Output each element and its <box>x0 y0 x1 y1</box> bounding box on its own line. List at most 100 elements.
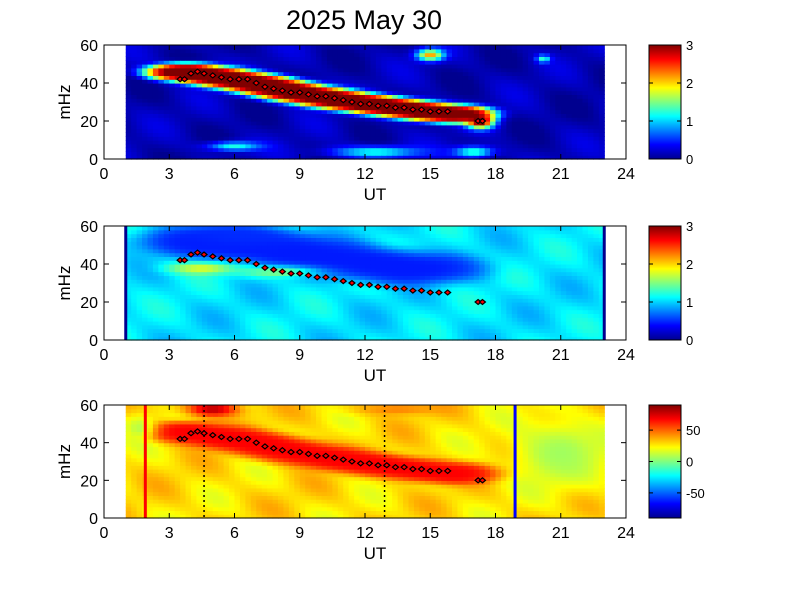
heatmap-cell <box>196 229 203 235</box>
heatmap-cell <box>484 264 491 269</box>
heatmap-cell <box>136 121 143 126</box>
heatmap-cell <box>196 90 203 95</box>
heatmap-cell <box>250 86 257 92</box>
heatmap-cell <box>392 305 399 311</box>
heatmap-cell <box>511 79 518 84</box>
heatmap-cell <box>174 245 181 250</box>
heatmap-cell <box>598 155 605 160</box>
heatmap-cell <box>533 98 540 103</box>
heatmap-cell <box>370 336 377 341</box>
heatmap-cell <box>435 121 442 126</box>
heatmap-cell <box>316 143 323 149</box>
heatmap-cell <box>310 128 317 133</box>
heatmap-cell <box>359 132 366 137</box>
heatmap-cell <box>587 117 594 122</box>
heatmap-cell <box>408 233 415 238</box>
heatmap-cell <box>582 121 589 126</box>
heatmap-cell <box>223 298 230 303</box>
heatmap-cell <box>185 147 192 152</box>
heatmap-cell <box>147 79 154 84</box>
heatmap-cell <box>365 79 372 84</box>
heatmap-cell <box>582 67 589 73</box>
heatmap-cell <box>381 317 388 322</box>
heatmap-cell <box>457 237 464 242</box>
heatmap-cell <box>424 113 431 118</box>
heatmap-cell <box>511 75 518 80</box>
heatmap-cell <box>365 71 372 76</box>
heatmap-cell <box>223 90 230 95</box>
heatmap-cell <box>310 321 317 326</box>
heatmap-cell <box>424 283 431 288</box>
heatmap-cell <box>452 328 459 333</box>
heatmap-cell <box>354 64 361 69</box>
heatmap-cell <box>495 302 502 307</box>
heatmap-cell <box>299 94 306 99</box>
heatmap-cell <box>136 45 143 50</box>
heatmap-cell <box>169 136 176 141</box>
heatmap-cell <box>337 48 344 54</box>
heatmap-cell <box>522 109 529 114</box>
heatmap-cell <box>441 294 448 299</box>
heatmap-cell <box>386 237 393 242</box>
heatmap-cell <box>310 151 317 156</box>
heatmap-cell <box>256 140 263 145</box>
heatmap-cell <box>386 143 393 149</box>
heatmap-cell <box>441 245 448 250</box>
heatmap-cell <box>147 271 154 276</box>
heatmap-cell <box>125 121 132 126</box>
heatmap-cell <box>544 56 551 61</box>
heatmap-cell <box>272 233 279 238</box>
heatmap-cell <box>245 83 252 88</box>
heatmap-cell <box>212 336 219 341</box>
heatmap-cell <box>528 267 535 273</box>
heatmap-cell <box>218 151 225 156</box>
heatmap-cell <box>392 143 399 149</box>
heatmap-cell <box>386 132 393 137</box>
heatmap-cell <box>479 267 486 273</box>
heatmap-cell <box>397 260 404 265</box>
heatmap-cell <box>403 155 410 160</box>
heatmap-cell <box>201 102 208 107</box>
heatmap-cell <box>125 286 132 292</box>
heatmap-cell <box>163 332 170 337</box>
heatmap-cell <box>272 229 279 235</box>
heatmap-cell <box>207 233 214 238</box>
heatmap-cell <box>506 132 513 137</box>
heatmap-cell <box>218 147 225 152</box>
heatmap-cell <box>430 283 437 288</box>
heatmap-cell <box>343 248 350 254</box>
heatmap-cell <box>136 248 143 254</box>
heatmap-cell <box>256 67 263 73</box>
heatmap-cell <box>549 113 556 118</box>
heatmap-cell <box>343 260 350 265</box>
heatmap-cell <box>517 102 524 107</box>
heatmap-cell <box>136 332 143 337</box>
heatmap-cell <box>484 336 491 341</box>
heatmap-cell <box>500 117 507 122</box>
heatmap-cell <box>370 94 377 99</box>
heatmap-cell <box>239 113 246 118</box>
heatmap-cell <box>435 294 442 299</box>
heatmap-cell <box>278 83 285 88</box>
heatmap-cell <box>299 229 306 235</box>
heatmap-cell <box>218 140 225 145</box>
heatmap-cell <box>441 45 448 50</box>
heatmap-cell <box>142 336 149 341</box>
heatmap-cell <box>490 226 497 231</box>
heatmap-cell <box>158 105 165 111</box>
heatmap-cell <box>468 52 475 57</box>
heatmap-cell <box>462 124 469 130</box>
heatmap-cell <box>180 332 187 337</box>
heatmap-cell <box>299 48 306 54</box>
heatmap-cell <box>473 60 480 65</box>
heatmap-cell <box>582 124 589 130</box>
heatmap-cell <box>196 79 203 84</box>
heatmap-cell <box>533 309 540 314</box>
heatmap-cell <box>397 279 404 284</box>
heatmap-cell <box>207 245 214 250</box>
heatmap-cell <box>169 52 176 57</box>
heatmap-cell <box>446 75 453 80</box>
heatmap-cell <box>517 45 524 50</box>
heatmap-cell <box>343 56 350 61</box>
heatmap-cell <box>392 294 399 299</box>
